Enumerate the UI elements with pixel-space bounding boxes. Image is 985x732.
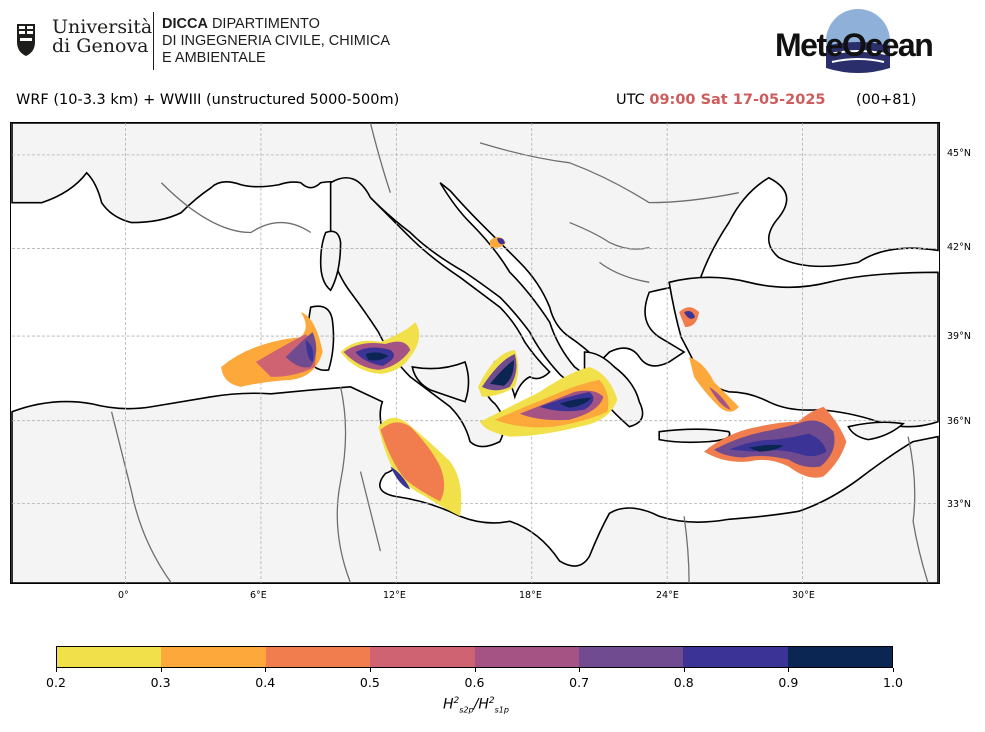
country-borders	[110, 123, 929, 583]
colorbar-tick-label: 0.2	[46, 675, 66, 690]
colorbar-tick-label: 0.7	[569, 675, 590, 690]
dept-line1: DIPARTIMENTO	[207, 16, 320, 32]
wave-field	[221, 236, 847, 517]
university-line2: di Genova	[52, 35, 149, 57]
colorbar-tick-label: 1.0	[883, 675, 903, 690]
land-crete	[658, 428, 731, 444]
colorbar-tick-mark	[683, 668, 685, 672]
land-sicily	[411, 360, 470, 403]
colorbar-tick-mark	[579, 668, 581, 672]
lon-label-12e: 12°E	[383, 590, 406, 601]
lat-label-45: 45°N	[947, 148, 971, 159]
colorbar-tick-label: 0.4	[255, 675, 276, 690]
colorbar-tick-label: 0.8	[673, 675, 694, 690]
lat-label-33: 33°N	[947, 499, 971, 510]
colorbar-tick-label: 0.9	[778, 675, 799, 690]
colorbar	[56, 646, 893, 668]
lon-label-24e: 24°E	[656, 590, 679, 601]
colorbar-tick-mark	[369, 668, 371, 672]
colorbar-tick-mark	[265, 668, 267, 672]
dept-line2: DI INGEGNERIA CIVILE, CHIMICA	[162, 33, 391, 49]
header-divider	[153, 12, 154, 70]
university-name: Università di Genova	[52, 18, 152, 56]
colorbar-tick-label: 0.6	[464, 675, 485, 690]
utc-time: 09:00 Sat 17-05-2025	[649, 92, 826, 108]
colorbar-segment	[787, 647, 892, 667]
model-description: WRF (10-3.3 km) + WWIII (unstructured 50…	[16, 92, 400, 108]
colorbar-segment	[57, 647, 162, 667]
dept-acronym: DICCA	[162, 16, 208, 32]
colorbar-segment	[578, 647, 684, 667]
land-europe	[11, 123, 939, 382]
department-name: DICCA DIPARTIMENTO DI INGEGNERIA CIVILE,…	[162, 16, 390, 67]
colorbar-segment	[370, 647, 475, 667]
colorbar-tick-mark	[160, 668, 162, 672]
graticule	[12, 123, 938, 583]
lon-label-0: 0°	[118, 590, 129, 601]
colorbar-tick-mark	[56, 668, 57, 672]
lat-label-39: 39°N	[947, 331, 971, 342]
colorbar-segment	[161, 647, 266, 667]
unige-crest-icon	[17, 24, 35, 56]
colorbar-segment	[474, 647, 579, 667]
land-africa	[11, 386, 939, 583]
colorbar-tick-mark	[788, 668, 790, 672]
mediterranean-map: 45°N 42°N 39°N 36°N 33°N	[10, 122, 940, 584]
lat-label-42: 42°N	[947, 242, 971, 253]
brand-text: MeteOcean	[775, 27, 932, 63]
colorbar-tick-label: 0.5	[359, 675, 380, 690]
lat-label-36: 36°N	[947, 416, 971, 427]
colorbar-tick-mark	[893, 668, 894, 672]
forecast-run: (00+81)	[856, 92, 917, 108]
meteocean-logo: MeteOcean	[775, 9, 934, 73]
valid-time: UTC 09:00 Sat 17-05-2025	[616, 92, 826, 108]
dept-line3: E AMBIENTALE	[162, 50, 266, 66]
university-line1: Università	[52, 16, 153, 38]
colorbar-tick-mark	[474, 668, 476, 672]
colorbar-label: H2s2p/H2s1p	[443, 696, 509, 715]
lon-label-30e: 30°E	[792, 590, 815, 601]
land-corsica	[319, 230, 342, 292]
land-cyprus	[847, 421, 905, 441]
utc-prefix: UTC	[616, 92, 645, 108]
colorbar-segment	[265, 647, 371, 667]
lon-label-6e: 6°E	[250, 590, 267, 601]
colorbar-tick-label: 0.3	[150, 675, 171, 690]
colorbar-segment	[683, 647, 788, 667]
lon-label-18e: 18°E	[519, 590, 542, 601]
